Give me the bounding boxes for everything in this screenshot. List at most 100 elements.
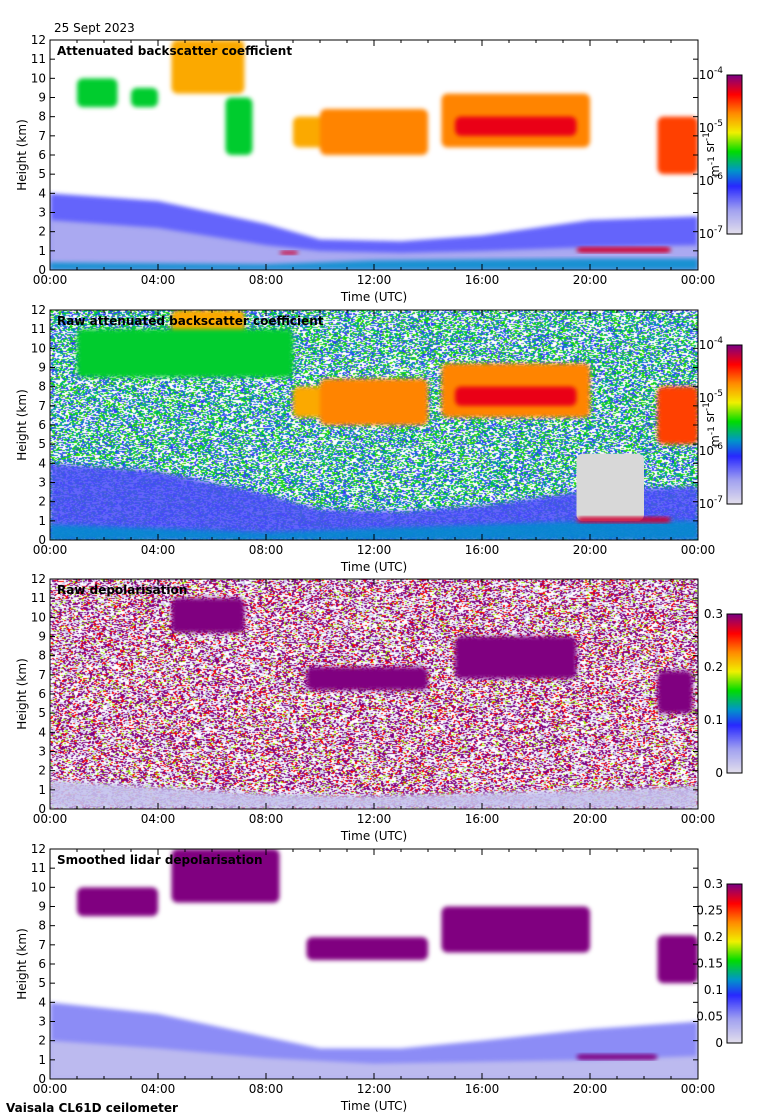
- colorbar-cell: [727, 1019, 742, 1021]
- colorbar-cell: [727, 129, 742, 131]
- colorbar-cell: [727, 136, 742, 138]
- colorbar-cell: [727, 171, 742, 173]
- colorbar-cell: [727, 757, 742, 759]
- colorbar-cell: [727, 498, 742, 500]
- colorbar-cell: [727, 456, 742, 458]
- colorbar-cell: [727, 127, 742, 129]
- colorbar-cell: [727, 897, 742, 899]
- colorbar-cell: [727, 207, 742, 209]
- colorbar-cell: [727, 913, 742, 915]
- colorbar-cell: [727, 1010, 742, 1012]
- colorbar-tick-label: 10-4: [699, 66, 724, 82]
- colorbar-cell: [727, 218, 742, 220]
- colorbar-cell: [727, 648, 742, 650]
- y-tick-label: 5: [38, 437, 46, 451]
- x-tick-label: 00:00: [33, 273, 68, 287]
- x-tick-label: 20:00: [573, 273, 608, 287]
- colorbar-cell: [727, 986, 742, 988]
- colorbar-cell: [727, 477, 742, 479]
- colorbar-cell: [727, 169, 742, 171]
- y-axis-label: Height (km): [15, 119, 29, 190]
- colorbar-cell: [727, 707, 742, 709]
- colorbar-cell: [727, 82, 742, 84]
- colorbar-cell: [727, 434, 742, 436]
- colorbar-cell: [727, 106, 742, 108]
- y-tick-label: 1: [38, 514, 46, 528]
- colorbar-tick-label: 0: [715, 1036, 723, 1050]
- noise-background: [50, 579, 698, 809]
- colorbar-cell: [727, 452, 742, 454]
- colorbar-cell: [727, 447, 742, 449]
- colorbar-cell: [727, 941, 742, 943]
- colorbar-cell: [727, 353, 742, 355]
- colorbar-cell: [727, 173, 742, 175]
- colorbar-cell: [727, 410, 742, 412]
- colorbar-cell: [727, 1011, 742, 1013]
- y-tick-label: 12: [31, 842, 46, 856]
- colorbar-cell: [727, 197, 742, 199]
- y-tick-label: 9: [38, 91, 46, 105]
- colorbar-cell: [727, 172, 742, 174]
- colorbar-cell: [727, 672, 742, 674]
- colorbar-cell: [727, 1008, 742, 1010]
- colorbar-cell: [727, 352, 742, 354]
- colorbar-cell: [727, 494, 742, 496]
- colorbar-cell: [727, 362, 742, 364]
- x-tick-label: 00:00: [681, 543, 716, 557]
- x-tick-label: 20:00: [573, 1082, 608, 1096]
- colorbar-cell: [727, 991, 742, 993]
- colorbar-cell: [727, 962, 742, 964]
- colorbar-cell: [727, 720, 742, 722]
- colorbar-cell: [727, 715, 742, 717]
- colorbar-cell: [727, 760, 742, 762]
- colorbar-cell: [727, 415, 742, 417]
- colorbar-cell: [727, 735, 742, 737]
- colorbar-cell: [727, 455, 742, 457]
- colorbar-cell: [727, 693, 742, 695]
- colorbar-cell: [727, 490, 742, 492]
- colorbar-cell: [727, 907, 742, 909]
- y-tick-label: 10: [31, 610, 46, 624]
- colorbar-cell: [727, 75, 742, 77]
- colorbar-cell: [727, 746, 742, 748]
- colorbar-cell: [727, 696, 742, 698]
- x-tick-label: 12:00: [357, 1082, 392, 1096]
- colorbar-cell: [727, 651, 742, 653]
- colorbar-cell: [727, 221, 742, 223]
- colorbar-cell: [727, 669, 742, 671]
- colorbar-cell: [727, 446, 742, 448]
- colorbar-cell: [727, 186, 742, 188]
- colorbar-cell: [727, 77, 742, 79]
- plot-frame: [49, 578, 699, 810]
- x-axis-label: Time (UTC): [340, 829, 407, 843]
- colorbar-cell: [727, 428, 742, 430]
- x-tick-label: 12:00: [357, 273, 392, 287]
- colorbar-cell: [727, 915, 742, 917]
- colorbar-cell: [727, 697, 742, 699]
- x-tick-label: 12:00: [357, 812, 392, 826]
- colorbar-cell: [727, 113, 742, 115]
- plot-area-1: [50, 310, 698, 540]
- colorbar-cell: [727, 904, 742, 906]
- colorbar-tick-label: 0: [715, 766, 723, 780]
- feature-cloud-mid-2: [320, 109, 428, 155]
- colorbar-cell: [727, 678, 742, 680]
- colorbar-cell: [727, 716, 742, 718]
- colorbar-tick-label: 0.1: [704, 713, 723, 727]
- colorbar-cell: [727, 397, 742, 399]
- colorbar-cell: [727, 934, 742, 936]
- colorbar-cell: [727, 922, 742, 924]
- colorbar-cell: [727, 164, 742, 166]
- y-tick-label: 8: [38, 919, 46, 933]
- colorbar-cell: [727, 944, 742, 946]
- colorbar-cell: [727, 763, 742, 765]
- feature-cloud-late: [657, 386, 698, 445]
- colorbar-cell: [727, 220, 742, 222]
- colorbar-cell: [727, 175, 742, 177]
- y-tick-label: 9: [38, 630, 46, 644]
- colorbar-cell: [727, 357, 742, 359]
- colorbar-cell: [727, 676, 742, 678]
- colorbar-cell: [727, 895, 742, 897]
- y-tick-label: 9: [38, 900, 46, 914]
- colorbar-cell: [727, 170, 742, 172]
